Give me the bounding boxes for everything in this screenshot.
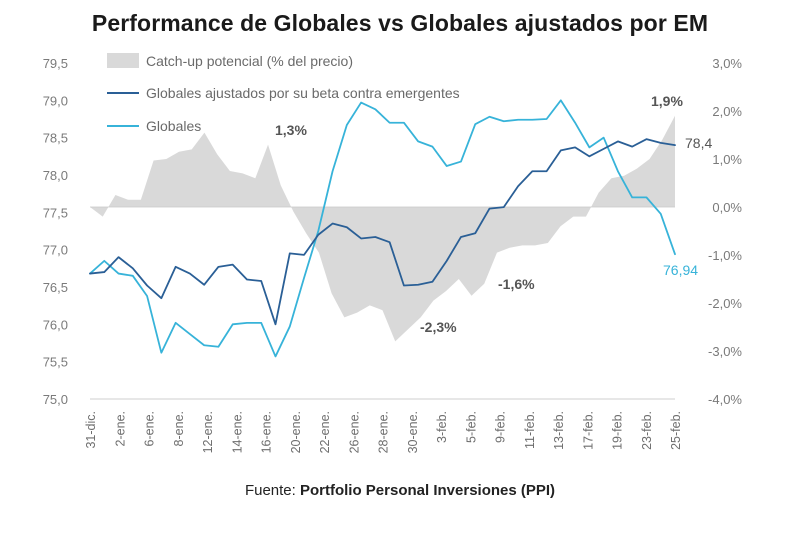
left-tick-label: 76,5	[43, 280, 68, 295]
right-tick-label: -2,0%	[708, 296, 742, 311]
x-tick-label: 11-feb.	[523, 411, 537, 449]
series-line-ajustados	[89, 138, 676, 326]
left-tick-label: 78,5	[43, 131, 68, 146]
x-tick-label: 17-feb.	[581, 411, 595, 450]
right-tick-label: 2,0%	[712, 104, 742, 119]
legend-label-globales: Globales	[146, 118, 201, 134]
series-line-globales	[89, 99, 676, 358]
x-tick-label: 13-feb.	[552, 411, 566, 450]
x-tick-label: 28-ene.	[377, 411, 391, 453]
left-tick-label: 79,0	[43, 93, 68, 108]
left-tick-label: 75,0	[43, 392, 68, 407]
legend: Catch-up potencial (% del precio) Global…	[107, 53, 460, 134]
x-tick-label: 5-feb.	[464, 411, 478, 443]
legend-label-catch-up: Catch-up potencial (% del precio)	[146, 53, 353, 69]
x-tick-label: 31-dic.	[84, 411, 98, 449]
x-tick-label: 12-ene.	[201, 411, 215, 453]
source-prefix: Fuente:	[244, 482, 300, 499]
right-tick-label: 3,0%	[712, 56, 742, 71]
end-label-globales: 76,94	[663, 262, 698, 278]
x-tick-label: 23-feb.	[640, 411, 654, 450]
right-tick-label: -3,0%	[708, 344, 742, 359]
legend-swatch-catch-up	[107, 53, 139, 68]
lines-layer	[89, 99, 676, 358]
x-tick-label: 8-ene.	[172, 411, 186, 446]
source-name: Portfolio Personal Inversiones (PPI)	[299, 482, 556, 499]
x-tick-label: 3-feb.	[435, 411, 449, 443]
series-area-catch-up	[90, 115, 675, 342]
right-tick-label: 0,0%	[712, 200, 742, 215]
right-tick-label: -4,0%	[708, 392, 742, 407]
left-tick-label: 76,0	[43, 317, 68, 332]
chart-source: Fuente: Portfolio Personal Inversiones (…	[0, 482, 800, 499]
left-tick-label: 78,0	[43, 168, 68, 183]
x-tick-label: 9-feb.	[494, 411, 508, 443]
x-tick-label: 14-ene.	[230, 411, 244, 453]
annotations: 1,3% -2,3% -1,6% 1,9% 78,4 76,94	[275, 93, 712, 335]
annotation-mid-feb: -1,6%	[498, 276, 535, 292]
x-tick-label: 22-ene.	[318, 411, 332, 453]
left-tick-label: 77,0	[43, 243, 68, 258]
x-tick-label: 30-ene.	[406, 411, 420, 453]
chart-title: Performance de Globales vs Globales ajus…	[91, 10, 709, 36]
x-tick-label: 19-feb.	[611, 411, 625, 450]
legend-label-ajustados: Globales ajustados por su beta contra em…	[146, 85, 460, 101]
x-tick-label: 16-ene.	[260, 411, 274, 453]
annotation-peak-early: 1,3%	[275, 122, 307, 138]
catch-up-area-layer	[90, 115, 675, 342]
x-tick-label: 25-feb.	[669, 411, 683, 450]
x-tick-label: 6-ene.	[143, 411, 157, 446]
right-tick-label: -1,0%	[708, 248, 742, 263]
x-tick-label: 2-ene.	[113, 411, 127, 446]
right-tick-label: 1,0%	[712, 152, 742, 167]
annotation-trough: -2,3%	[420, 319, 457, 335]
left-tick-label: 75,5	[43, 355, 68, 370]
axis-layer: 75,0 75,5 76,0 76,5 77,0 77,5 78,0 78,5 79,0 79,5…	[43, 56, 743, 453]
end-label-ajustados: 78,4	[685, 135, 712, 151]
x-tick-label: 20-ene.	[289, 411, 303, 453]
annotation-end: 1,9%	[651, 93, 683, 109]
left-tick-label: 77,5	[43, 205, 68, 220]
x-tick-label: 26-ene.	[347, 411, 361, 453]
left-tick-label: 79,5	[43, 56, 68, 71]
